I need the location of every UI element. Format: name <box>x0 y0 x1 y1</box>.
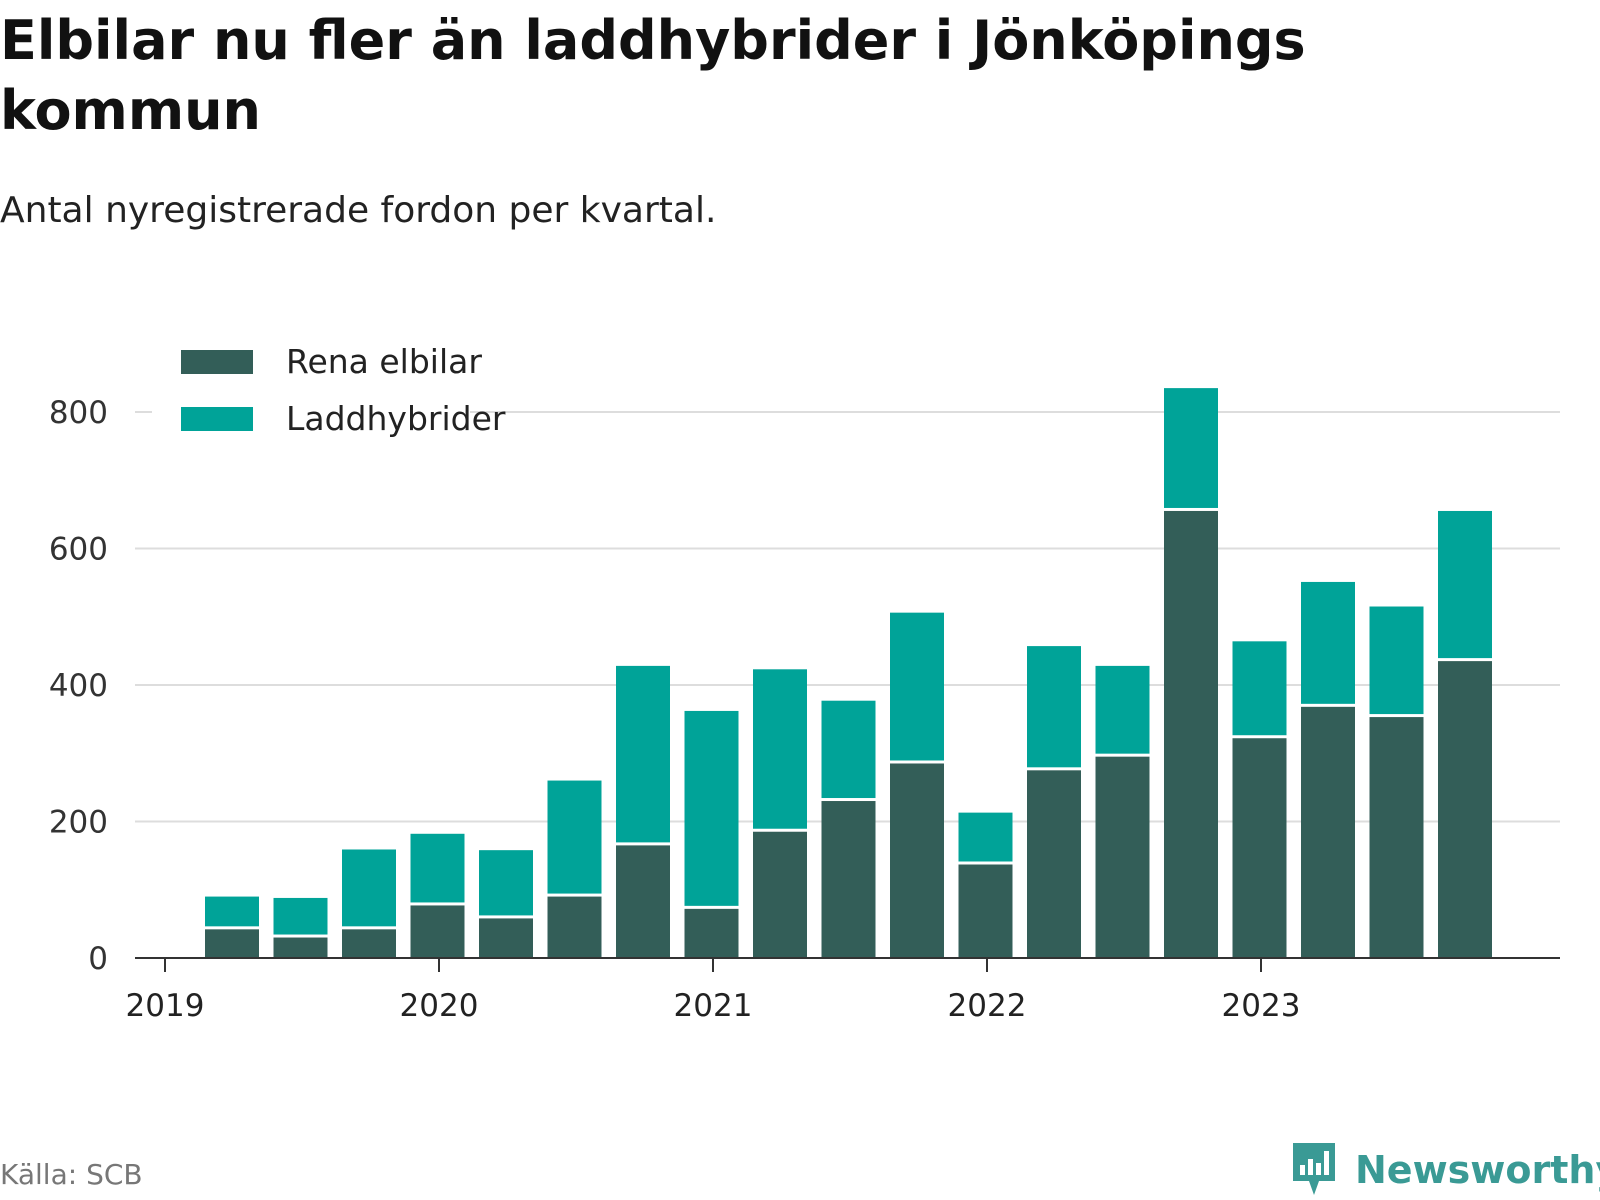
bar-elbilar-4 <box>479 918 533 958</box>
x-tick-label-2022: 2022 <box>948 988 1027 1024</box>
legend-swatch-1 <box>181 407 253 431</box>
y-tick-label-400: 400 <box>49 668 108 704</box>
bar-elbilar-10 <box>890 763 944 958</box>
legend-label-1: Laddhybrider <box>286 399 506 438</box>
chart-title: Elbilar nu fler än laddhybrider i Jönköp… <box>0 9 1306 142</box>
bar-laddhybrider-13 <box>1095 665 1150 754</box>
bar-elbilar-18 <box>1438 661 1492 958</box>
newsworthy-logo-icon <box>1293 1143 1335 1195</box>
brand-name: Newsworthy <box>1355 1148 1600 1192</box>
y-tick-label-200: 200 <box>49 805 108 841</box>
bar-elbilar-14 <box>1164 510 1218 958</box>
bar-elbilar-9 <box>821 801 876 958</box>
bar-laddhybrider-12 <box>1027 646 1081 768</box>
bar-laddhybrider-1 <box>273 897 328 935</box>
x-tick-label-2023: 2023 <box>1222 988 1301 1024</box>
bar-elbilar-8 <box>753 831 807 958</box>
chart-subtitle: Antal nyregistrerade fordon per kvartal. <box>0 190 717 231</box>
bar-elbilar-5 <box>547 896 602 958</box>
bar-laddhybrider-14 <box>1164 388 1218 508</box>
bar-elbilar-11 <box>958 864 1013 958</box>
y-tick-label-0: 0 <box>88 941 108 977</box>
bar-laddhybrider-17 <box>1369 606 1424 715</box>
bar-laddhybrider-3 <box>410 833 465 903</box>
y-axis-ticks: 0 200 400 800 600 <box>49 395 108 977</box>
bar-laddhybrider-8 <box>753 669 807 829</box>
bar-elbilar-1 <box>273 937 328 958</box>
bar-laddhybrider-2 <box>342 849 396 927</box>
legend-swatch-0 <box>181 350 253 374</box>
bar-elbilar-16 <box>1301 706 1355 958</box>
bar-elbilar-13 <box>1095 756 1150 958</box>
legend: Rena elbilar Laddhybrider <box>152 342 506 439</box>
x-tick-label-2021: 2021 <box>674 988 753 1024</box>
bar-elbilar-17 <box>1369 717 1424 958</box>
x-tick-label-2020: 2020 <box>400 988 479 1024</box>
bar-laddhybrider-5 <box>547 780 602 894</box>
bar-laddhybrider-9 <box>821 700 876 799</box>
bar-laddhybrider-4 <box>479 850 533 916</box>
x-tick-label-2019: 2019 <box>126 988 205 1024</box>
bar-elbilar-3 <box>410 905 465 958</box>
bar-elbilar-0 <box>205 929 259 958</box>
bar-laddhybrider-11 <box>958 812 1013 862</box>
bar-laddhybrider-0 <box>205 896 259 927</box>
bar-laddhybrider-16 <box>1301 581 1355 704</box>
bar-elbilar-15 <box>1232 738 1287 958</box>
brand-logo: Newsworthy <box>1289 1140 1600 1200</box>
bar-elbilar-2 <box>342 929 396 958</box>
bar-elbilar-7 <box>684 908 739 958</box>
source-note: Källa: SCB <box>0 1158 143 1191</box>
bar-laddhybrider-15 <box>1232 641 1287 736</box>
bars <box>205 388 1492 958</box>
legend-label-0: Rena elbilar <box>286 342 482 381</box>
bar-laddhybrider-10 <box>890 612 944 761</box>
bar-laddhybrider-7 <box>684 710 739 906</box>
bar-laddhybrider-6 <box>616 665 670 843</box>
y-tick-label-600: 600 <box>49 532 108 568</box>
x-axis: 2019 2020 2021 2022 2023 <box>126 957 1560 1024</box>
bar-elbilar-6 <box>616 845 670 958</box>
bar-elbilar-12 <box>1027 770 1081 958</box>
bar-laddhybrider-18 <box>1438 510 1492 659</box>
y-tick-label-800: 800 <box>49 395 108 431</box>
